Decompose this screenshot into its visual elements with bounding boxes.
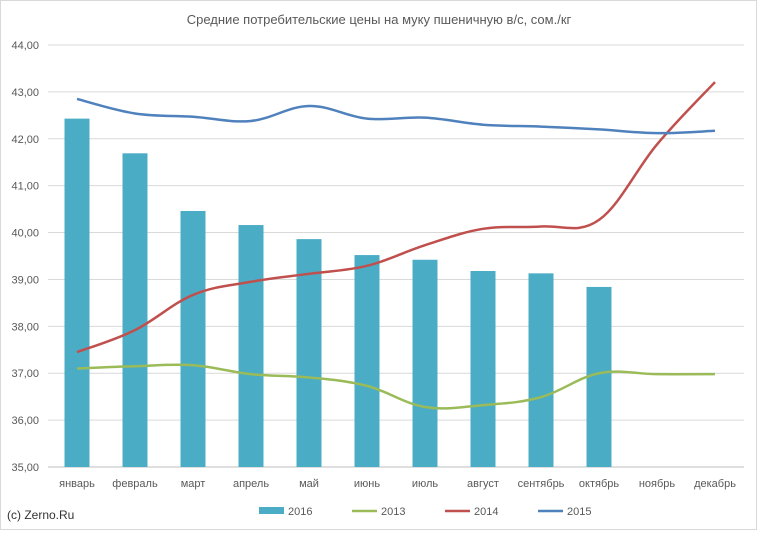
- grid-lines: [48, 44, 744, 468]
- series-lines: [76, 81, 716, 410]
- x-tick-label: июль: [412, 478, 439, 490]
- line-2013: [76, 363, 716, 410]
- bar-2016: [238, 225, 264, 467]
- bar-2016: [586, 286, 612, 467]
- bar-2016: [412, 259, 438, 467]
- legend-label-2016: 2016: [288, 506, 312, 518]
- bar-2016: [354, 255, 380, 467]
- legend-label-2014: 2014: [474, 506, 498, 518]
- x-tick-label: май: [299, 478, 319, 490]
- copyright-text: (c) Zerno.Ru: [7, 508, 74, 522]
- x-tick-label: март: [181, 478, 206, 490]
- y-tick-label: 39,00: [11, 274, 39, 286]
- x-tick-label: февраль: [112, 478, 158, 490]
- x-tick-label: август: [467, 478, 499, 490]
- legend-label-2013: 2013: [381, 506, 405, 518]
- y-tick-label: 41,00: [11, 181, 39, 193]
- y-axis-ticks: 35,00 36,00 37,00 38,00 39,00 40,00 41,00 42,00…: [11, 40, 39, 474]
- bar-2016: [296, 239, 322, 467]
- y-tick-label: 42,00: [11, 134, 39, 146]
- y-tick-label: 43,00: [11, 87, 39, 99]
- x-tick-label: октябрь: [579, 478, 619, 490]
- x-tick-label: июнь: [354, 478, 380, 490]
- bar-2016: [180, 210, 206, 467]
- y-tick-label: 36,00: [11, 415, 39, 427]
- x-tick-label: январь: [59, 478, 95, 490]
- chart-title: Средние потребительские цены на муку пше…: [187, 12, 572, 27]
- y-tick-label: 37,00: [11, 368, 39, 380]
- y-tick-label: 40,00: [11, 228, 39, 240]
- y-tick-label: 35,00: [11, 462, 39, 474]
- x-tick-label: сентябрь: [518, 478, 565, 490]
- legend-label-2015: 2015: [567, 506, 591, 518]
- x-tick-label: декабрь: [694, 478, 736, 490]
- x-tick-label: апрель: [233, 478, 269, 490]
- bar-2016: [122, 153, 148, 467]
- y-tick-label: 44,00: [11, 40, 39, 52]
- x-tick-label: ноябрь: [639, 478, 676, 490]
- bar-2016: [470, 271, 496, 467]
- x-axis-ticks: январь февраль март апрель май июнь июль август…: [59, 478, 736, 490]
- bar-2016: [64, 118, 90, 468]
- line-2015: [76, 97, 716, 135]
- legend-swatch-2016: [259, 507, 284, 514]
- y-tick-label: 38,00: [11, 321, 39, 333]
- legend: 2016 2013 2014 2015: [259, 506, 591, 518]
- bar-2016: [528, 273, 554, 467]
- bars-2016: [64, 118, 612, 468]
- line-2014: [76, 81, 716, 354]
